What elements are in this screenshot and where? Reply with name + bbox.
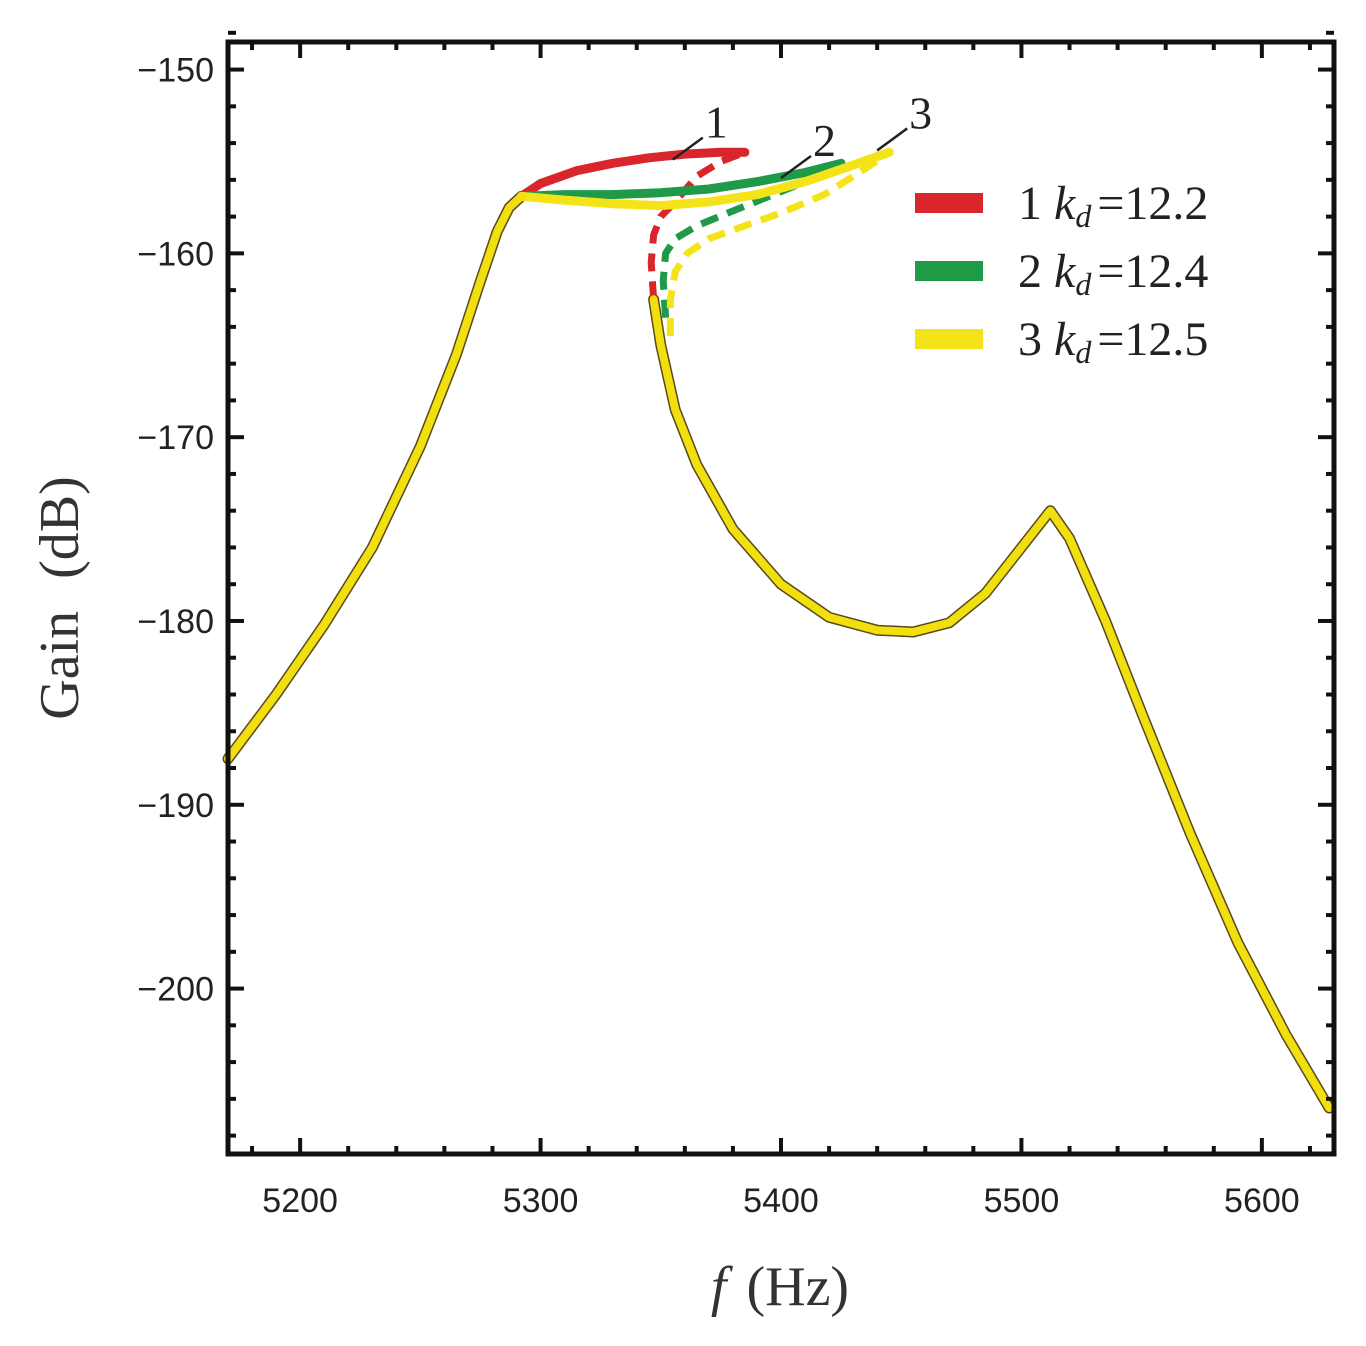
series-1-leader-line [672,136,704,161]
legend-subscript: d [1075,266,1092,302]
data-layer: 1 2 3 [222,87,1335,1114]
legend-subscript: d [1075,334,1092,370]
x-axis-title: f (Hz) [711,1256,849,1318]
legend-entry-1: 1 kd =12.2 [1018,177,1208,234]
legend-entry-3: 3 kd =12.5 [1018,313,1208,370]
x-tick-labels: 5200 5300 5400 5500 5600 [262,1182,1299,1220]
series-3-upper-branch [516,147,894,211]
x-tick-label: 5200 [262,1182,338,1220]
series-1-upper-branch [516,147,750,201]
legend-number: 1 [1018,177,1054,230]
legend-k: k [1054,313,1077,366]
y-axis-label: Gain [29,611,91,720]
y-tick-label: −180 [137,603,214,641]
legend-k: k [1054,177,1077,230]
legend-number: 2 [1018,245,1054,298]
y-tick-label: −160 [137,235,214,273]
legend-number: 3 [1018,313,1054,366]
y-tick-label: −170 [137,419,214,457]
legend-subscript: d [1075,198,1092,234]
x-axis-unit: (Hz) [746,1256,849,1318]
legend-entry-2: 2 kd =12.4 [1018,245,1208,302]
x-tick-label: 5500 [984,1182,1060,1220]
legend-k: k [1054,245,1077,298]
series-2-leader-line [780,155,812,180]
series-3-leader-line [876,127,908,152]
x-tick-label: 5600 [1224,1182,1300,1220]
series-1-curve-label: 1 [705,97,728,148]
series-3-curve-label: 3 [909,87,932,138]
y-tick-label: −190 [137,787,214,825]
y-tick-label: −150 [137,52,214,90]
legend: 1 kd =12.22 kd =12.43 kd =12.5 [915,177,1208,370]
legend-value: =12.4 [1097,245,1208,298]
base-curve [224,192,526,763]
legend-value: =12.5 [1097,313,1208,366]
y-tick-label: −200 [137,971,214,1009]
series-3-unstable-branch [666,149,892,337]
y-tick-labels: −150 −160 −170 −180 −190 −200 [137,52,214,1009]
x-tick-label: 5300 [503,1182,579,1220]
lower-branch [649,295,1334,1112]
x-axis-label: f [711,1256,734,1318]
series-2-curve-label: 2 [813,115,836,166]
y-axis-title: Gain (dB) [29,476,91,720]
svg-text:Gain (dB): Gain (dB) [29,476,91,720]
series-2-upper-branch [516,158,846,201]
plot-frame [225,39,1337,1157]
x-tick-label: 5400 [743,1182,819,1220]
y-axis-unit: (dB) [29,476,91,579]
legend-value: =12.2 [1097,177,1208,230]
